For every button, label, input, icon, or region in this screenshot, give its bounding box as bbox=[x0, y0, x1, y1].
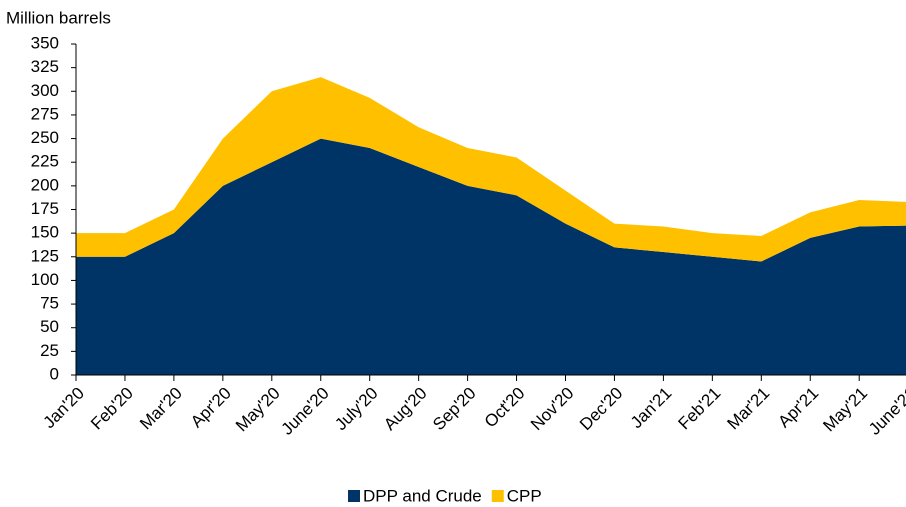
legend-swatch bbox=[348, 490, 360, 502]
x-tick-label: Feb'21 bbox=[675, 384, 725, 434]
area bbox=[76, 138, 906, 375]
x-tick-label: Oct'20 bbox=[481, 384, 529, 432]
y-tick-label: 250 bbox=[31, 128, 59, 147]
y-axis-label: Million barrels bbox=[6, 8, 111, 27]
x-tick-label: Aug'20 bbox=[380, 384, 430, 434]
y-tick-label: 75 bbox=[40, 294, 59, 313]
area bbox=[76, 77, 906, 262]
x-tick-label: Mar'21 bbox=[723, 384, 773, 434]
legend-label: CPP bbox=[507, 486, 542, 505]
y-tick-label: 225 bbox=[31, 152, 59, 171]
x-tick-label: May'20 bbox=[232, 384, 284, 436]
x-tick-label: May'21 bbox=[819, 384, 871, 436]
y-tick-label: 325 bbox=[31, 57, 59, 76]
y-tick-label: 350 bbox=[31, 33, 59, 52]
y-tick-label: 150 bbox=[31, 223, 59, 242]
legend-swatch bbox=[491, 490, 504, 502]
x-tick-label: Mar'20 bbox=[136, 384, 186, 434]
y-tick-label: 300 bbox=[31, 81, 59, 100]
y-tick-label: 50 bbox=[40, 317, 59, 336]
x-tick-label: Feb'20 bbox=[87, 384, 137, 434]
legend: DPP and Crude CPP bbox=[348, 486, 542, 505]
y-tick-label: 0 bbox=[50, 364, 59, 383]
y-tick-label: 275 bbox=[31, 104, 59, 123]
x-tick-label: Nov'20 bbox=[527, 384, 577, 434]
x-tick-label: June'20 bbox=[278, 384, 333, 439]
y-tick-label: 25 bbox=[40, 341, 59, 360]
y-tick-label: 175 bbox=[31, 199, 59, 218]
x-tick-label: Sep'20 bbox=[429, 384, 479, 434]
x-tick-label: Apr'20 bbox=[187, 384, 235, 432]
x-tick-label: June'21 bbox=[865, 384, 906, 439]
x-tick-label: Apr'21 bbox=[774, 384, 822, 432]
x-tick-label: Dec'20 bbox=[576, 384, 626, 434]
y-tick-label: 125 bbox=[31, 246, 59, 265]
x-tick-label: Jan'21 bbox=[627, 384, 675, 432]
legend-label: DPP and Crude bbox=[363, 486, 482, 505]
x-tick-label: July'20 bbox=[331, 384, 381, 434]
y-tick-label: 200 bbox=[31, 175, 59, 194]
x-tick-label: Jan'20 bbox=[40, 384, 88, 432]
y-tick-label: 100 bbox=[31, 270, 59, 289]
